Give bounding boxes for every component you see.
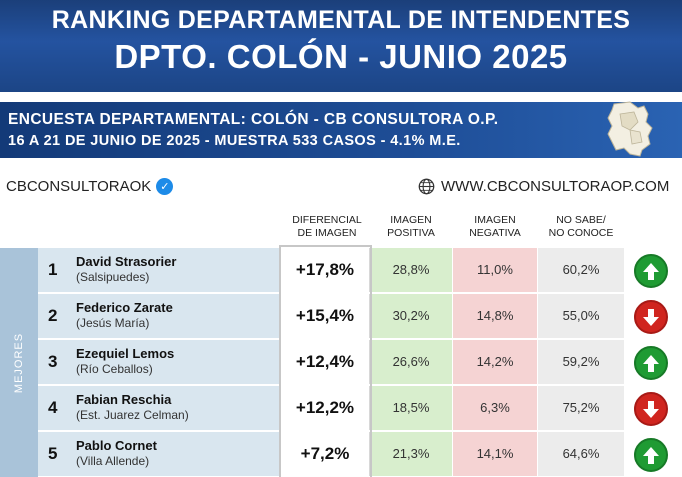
- arrow-up-icon: [634, 438, 668, 472]
- negative-image: 14,1%: [453, 432, 537, 476]
- no-sabe-no-conoce: 60,2%: [538, 248, 624, 292]
- title-line-2: DPTO. COLÓN - JUNIO 2025: [114, 38, 568, 75]
- image-differential: +7,2%: [280, 432, 370, 476]
- candidate-city: (Río Ceballos): [76, 362, 153, 376]
- positive-image: 18,5%: [370, 386, 452, 430]
- arrow-down-icon: [634, 300, 668, 334]
- no-sabe-no-conoce: 75,2%: [538, 386, 624, 430]
- image-differential: +15,4%: [280, 294, 370, 338]
- survey-line-1: ENCUESTA DEPARTAMENTAL: COLÓN - CB CONSU…: [8, 111, 499, 128]
- table-row: 4 Fabian Reschia (Est. Juarez Celman) +12,2…: [38, 386, 682, 431]
- rank-number: 2: [48, 306, 58, 325]
- table-row: 2 Federico Zarate (Jesús María) +15,4% 30,2%…: [38, 294, 682, 339]
- website-text: WWW.CBCONSULTORAOP.COM: [441, 178, 670, 195]
- brand-handle: CBCONSULTORAOK ✓: [6, 178, 174, 195]
- website-link[interactable]: WWW.CBCONSULTORAOP.COM: [418, 178, 669, 195]
- candidate-cell: [38, 386, 280, 430]
- table-row: 3 Ezequiel Lemos (Río Ceballos) +12,4% 26,6%…: [38, 340, 682, 385]
- candidate-cell: [38, 294, 280, 338]
- negative-image: 6,3%: [453, 386, 537, 430]
- survey-info-band: ENCUESTA DEPARTAMENTAL: COLÓN - CB CONSU…: [0, 102, 682, 158]
- province-map-icon: [607, 101, 653, 157]
- column-header-diff: DIFERENCIAL DE IMAGEN: [292, 214, 362, 239]
- candidate-name: Fabian Reschia: [76, 392, 172, 407]
- positive-image: 30,2%: [370, 294, 452, 338]
- candidate-cell: [38, 432, 280, 476]
- candidate-name: Ezequiel Lemos: [76, 346, 175, 361]
- title-banner: RANKING DEPARTAMENTAL DE INTENDENTES DPT…: [0, 0, 682, 92]
- negative-image: 14,8%: [453, 294, 537, 338]
- arrow-down-icon: [634, 392, 668, 426]
- survey-line-2: 16 A 21 DE JUNIO DE 2025 - MUESTRA 533 C…: [8, 133, 461, 149]
- image-differential: +17,8%: [280, 248, 370, 292]
- candidate-cell: [38, 340, 280, 384]
- column-header-positive: IMAGEN POSITIVA: [387, 214, 435, 239]
- table-row: 1 David Strasorier (Salsipuedes) +17,8% 28,8…: [38, 248, 682, 293]
- image-differential: +12,2%: [280, 386, 370, 430]
- candidate-name: Federico Zarate: [76, 300, 173, 315]
- column-header-negative: IMAGEN NEGATIVA: [469, 214, 521, 239]
- candidate-city: (Salsipuedes): [76, 270, 150, 284]
- image-differential: +12,4%: [280, 340, 370, 384]
- negative-image: 11,0%: [453, 248, 537, 292]
- candidate-name: David Strasorier: [76, 254, 177, 269]
- candidate-city: (Villa Allende): [76, 454, 150, 468]
- side-label-mejores: MEJORES: [0, 248, 38, 477]
- candidate-city: (Est. Juarez Celman): [76, 408, 189, 422]
- candidate-city: (Jesús María): [76, 316, 150, 330]
- verified-badge-icon: ✓: [156, 178, 174, 195]
- brand-handle-text: CBCONSULTORAOK: [6, 178, 152, 195]
- no-sabe-no-conoce: 59,2%: [538, 340, 624, 384]
- no-sabe-no-conoce: 64,6%: [538, 432, 624, 476]
- arrow-up-icon: [634, 254, 668, 288]
- rank-number: 1: [48, 260, 58, 279]
- column-header-no-sabe: NO SABE/ NO CONOCE: [548, 214, 614, 239]
- positive-image: 21,3%: [370, 432, 452, 476]
- title-line-1: RANKING DEPARTAMENTAL DE INTENDENTES: [51, 6, 631, 34]
- positive-image: 26,6%: [370, 340, 452, 384]
- arrow-up-icon: [634, 346, 668, 380]
- candidate-cell: [38, 248, 280, 292]
- no-sabe-no-conoce: 55,0%: [538, 294, 624, 338]
- globe-icon: [418, 178, 435, 195]
- table-row: 5 Pablo Cornet (Villa Allende) +7,2% 21,3% 14…: [38, 432, 682, 477]
- rank-number: 5: [48, 444, 58, 463]
- positive-image: 28,8%: [370, 248, 452, 292]
- rank-number: 4: [48, 398, 58, 417]
- rank-number: 3: [48, 352, 58, 371]
- negative-image: 14,2%: [453, 340, 537, 384]
- candidate-name: Pablo Cornet: [76, 438, 157, 453]
